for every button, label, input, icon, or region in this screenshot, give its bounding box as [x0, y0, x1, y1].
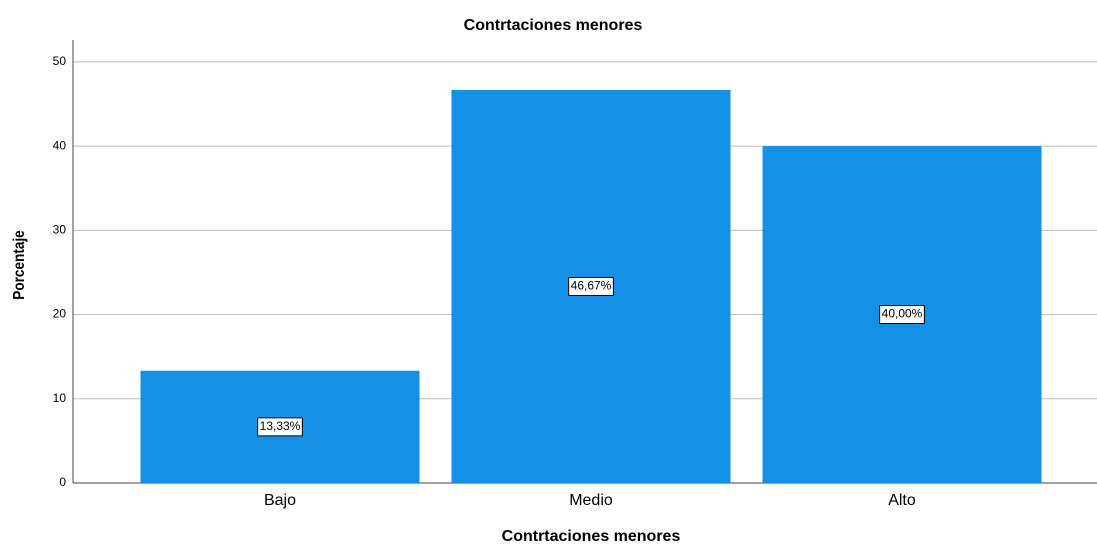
value-label-box	[568, 276, 614, 296]
x-axis-label: Contrtaciones menores	[502, 528, 681, 545]
x-tick-label: Medio	[569, 492, 613, 509]
y-tick-label: 50	[53, 54, 67, 68]
x-tick-label: Alto	[888, 492, 916, 509]
value-label: 46,67%	[571, 279, 612, 293]
y-tick-label: 0	[59, 475, 66, 489]
y-axis-label: Porcentaje	[11, 230, 28, 299]
value-label: 13,33%	[260, 419, 301, 433]
value-label-box	[257, 417, 303, 437]
x-tick-label: Bajo	[264, 492, 296, 509]
value-label-box	[879, 305, 925, 325]
value-label: 40,00%	[882, 307, 923, 321]
y-tick-label: 20	[53, 307, 67, 321]
y-tick-label: 40	[53, 138, 67, 152]
y-tick-label: 30	[53, 223, 67, 237]
y-tick-label: 10	[53, 391, 67, 405]
chart-title: Contrtaciones menores	[464, 17, 643, 34]
